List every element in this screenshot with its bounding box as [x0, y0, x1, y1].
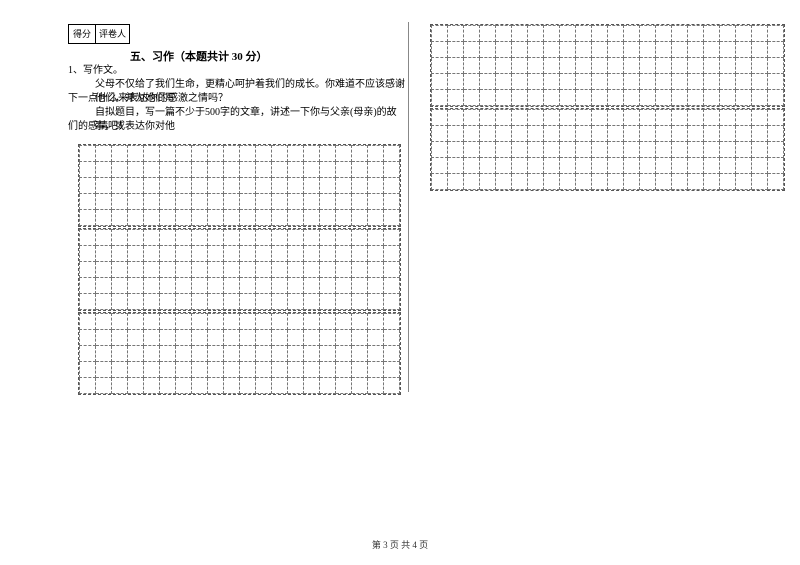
section-title: 五、习作（本题共计 30 分）: [130, 48, 268, 64]
writing-grid-right-1: [430, 24, 785, 107]
page-footer: 第 3 页 共 4 页: [0, 538, 800, 551]
writing-grid-right-2: [430, 108, 785, 191]
exam-page: 得分 评卷人 五、习作（本题共计 30 分） 1、写作文。 父母不仅给了我们生命…: [0, 0, 800, 565]
question-para-2: 下一点什么来表达你的感激之情吗？: [68, 92, 228, 106]
question-para-3: 自拟题目，写一篇不少于500字的文章，讲述一下你与父亲(母亲)的故事，或表达你对…: [95, 106, 405, 134]
writing-grid-left-3: [78, 312, 401, 395]
score-label: 得分: [69, 25, 95, 43]
grader-label: 评卷人: [95, 25, 129, 43]
writing-grid-left-2: [78, 228, 401, 311]
column-divider: [408, 22, 409, 392]
score-box: 得分 评卷人: [68, 24, 130, 44]
writing-grid-left-1: [78, 144, 401, 227]
question-para-4: 们的感情吧！: [68, 120, 128, 134]
question-number: 1、写作文。: [68, 64, 123, 78]
